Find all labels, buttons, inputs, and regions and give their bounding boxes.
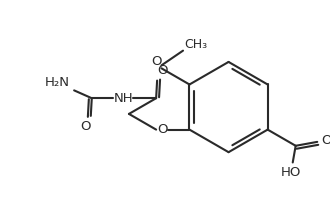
Text: O: O: [157, 64, 167, 77]
Text: HO: HO: [280, 166, 301, 179]
Text: O: O: [157, 123, 167, 136]
Text: O: O: [321, 134, 330, 147]
Text: CH₃: CH₃: [184, 38, 207, 51]
Text: O: O: [151, 55, 162, 68]
Text: NH: NH: [114, 92, 133, 105]
Text: H₂N: H₂N: [45, 76, 70, 89]
Text: O: O: [81, 120, 91, 133]
